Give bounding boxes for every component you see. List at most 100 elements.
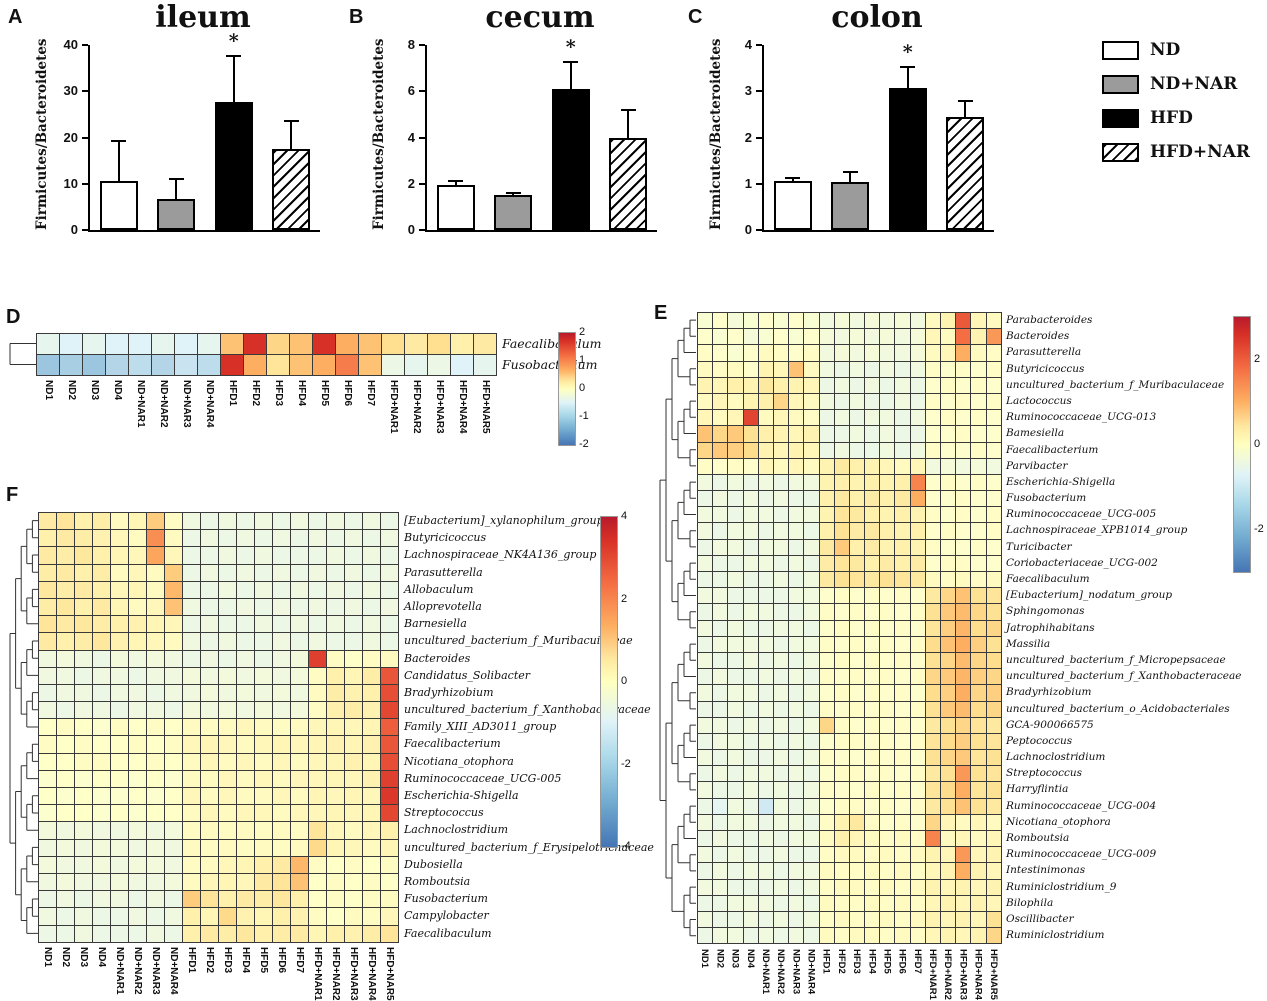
y-axis-tick-label: 1 [744,175,752,191]
heatmap-cell [880,814,896,831]
column-label: HFD4 [240,947,251,974]
heatmap-cell [201,736,219,754]
error-bar-whisker [290,121,293,149]
y-axis-tick [82,44,88,46]
heatmap-cell [713,766,729,783]
heatmap-cell [147,856,165,874]
heatmap-cell [345,753,363,771]
heatmap-cell [865,911,881,929]
heatmap-cell [165,581,183,599]
heatmap-cell [698,928,714,945]
heatmap-cell [971,377,987,394]
heatmap-cell [773,458,790,475]
heatmap-cell [309,564,327,582]
heatmap-cell [895,636,911,653]
heatmap-cell [971,620,987,637]
heatmap-cell [290,334,313,355]
heatmap-cell [971,329,987,346]
heatmap-cell [789,863,805,880]
heatmap-cell [743,879,759,896]
heatmap-cell [956,491,972,508]
heatmap-cell [834,377,850,394]
column-label: HFD+NAR3 [434,380,445,434]
heatmap-cell [925,329,941,346]
heatmap-cell [865,442,881,459]
heatmap-cell [129,719,147,737]
heatmap-cell [201,908,219,926]
heatmap-cell [291,856,309,874]
heatmap-cell [345,598,363,617]
heatmap-cell [291,702,309,720]
heatmap-cell [75,650,93,668]
heatmap-cell [345,530,363,548]
heatmap-cell [834,426,850,443]
heatmap-cell [971,410,987,427]
heatmap-cell [728,523,744,540]
heatmap-cell [880,572,896,589]
heatmap-cell [910,717,926,734]
heatmap-cell [925,426,941,443]
heatmap-cell [93,513,111,531]
bar-chart-ileum: 0 10 20 30 40 * [64,30,320,237]
row-label: Escherichia-Shigella [404,789,519,802]
heatmap-cell [789,361,805,378]
legend-item-nd: ND [1102,40,1250,60]
heatmap-cell [819,701,835,718]
heatmap-cell [237,788,255,806]
heatmap-cell [363,891,381,909]
heatmap-cell [910,928,926,945]
heatmap-cell [111,839,129,857]
heatmap-cell [849,491,866,508]
column-label: HFD3 [222,947,233,974]
heatmap-cell [57,667,75,685]
heatmap-cell [106,355,129,376]
column-label: HFD6 [342,380,353,407]
heatmap-cell [865,831,881,848]
heatmap-cell [804,361,820,378]
heatmap-cell [291,684,309,703]
row-label: GCA-900066575 [1006,718,1094,731]
heatmap-cell [111,856,129,874]
heatmap-cell [910,474,926,492]
heatmap-cell [728,636,744,653]
heatmap-cell [39,547,57,565]
heatmap-cell [57,908,75,926]
heatmap-cell [713,782,729,799]
heatmap-cell [129,633,147,651]
heatmap-cell [129,530,147,548]
heatmap-cell [773,701,790,718]
heatmap-cell [183,788,201,806]
heatmap-cell [382,334,405,355]
bar-chart-cecum: 0 2 4 6 8 * [408,36,657,237]
heatmap-cell [345,908,363,926]
heatmap-cell [273,856,291,874]
heatmap-cell [698,572,714,589]
bar-hfd-nar [946,116,985,230]
heatmap-cell [39,684,57,703]
heatmap-cell [147,925,165,943]
heatmap-cell [895,588,911,605]
heatmap-cell [834,669,850,686]
heatmap-cell [834,782,850,799]
heatmap-cell [956,442,972,459]
heatmap-cell [451,355,474,376]
heatmap-cell [713,313,729,330]
column-label: ND3 [89,380,100,401]
heatmap-cell [849,442,866,459]
heatmap-cell [986,491,1002,508]
row-label: Bilophila [1006,896,1054,909]
heatmap-cell [819,895,835,912]
heatmap-cell [758,782,774,799]
heatmap-cell [237,598,255,617]
heatmap-cell [865,426,881,443]
heatmap-cell [819,863,835,880]
row-label: Faecalibacterium [404,737,501,751]
heatmap-cell [713,329,729,346]
heatmap-cell [910,426,926,443]
heatmap-cell [865,636,881,653]
heatmap-cell [849,750,866,767]
heatmap-cell [221,334,244,355]
heatmap-cell [986,313,1002,330]
heatmap-cell [363,667,381,685]
heatmap-cell [910,831,926,848]
